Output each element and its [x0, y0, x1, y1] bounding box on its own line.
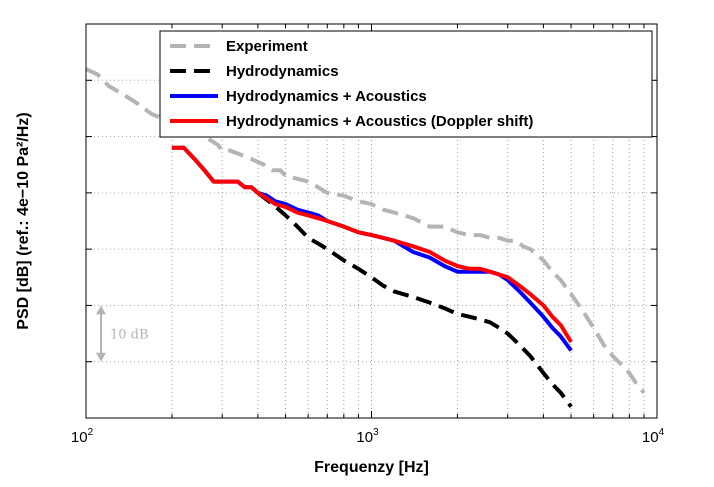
- x-tick-label: 102: [71, 427, 94, 446]
- x-tick-label-exp: 4: [659, 427, 665, 438]
- annotation-10db: 10 dB: [96, 305, 149, 362]
- legend: Experiment Hydrodynamics Hydrodynamics + A…: [159, 30, 653, 138]
- x-tick-label-exp: 2: [88, 427, 94, 438]
- legend-label-0: Experiment: [226, 38, 308, 55]
- series-line-3: [171, 145, 573, 344]
- x-tick-label: 104: [642, 427, 665, 446]
- x-axis-title: Frequenzy [Hz]: [314, 459, 429, 476]
- ticks: [85, 23, 657, 419]
- legend-box: [159, 30, 653, 138]
- x-tick-label-exp: 3: [373, 427, 379, 438]
- legend-label-1: Hydrodynamics: [226, 63, 339, 80]
- legend-label-2: Hydrodynamics + Acoustics: [226, 88, 427, 105]
- x-tick-label-base: 10: [71, 429, 88, 446]
- annotation-label: 10 dB: [110, 328, 149, 343]
- x-tick-label: 103: [356, 427, 379, 446]
- y-axis-title: PSD [dB] (ref.: 4e−10 Pa²/Hz): [15, 112, 32, 329]
- annotation-arrow-up: [96, 305, 106, 315]
- annotation-arrow-down: [96, 352, 106, 362]
- x-tick-label-base: 10: [356, 429, 373, 446]
- grid: [86, 24, 657, 418]
- series-line-1: [256, 191, 573, 408]
- legend-label-3: Hydrodynamics + Acoustics (Doppler shift…: [226, 113, 533, 130]
- tick-labels: 102 103 104: [71, 427, 665, 446]
- x-tick-label-base: 10: [642, 429, 659, 446]
